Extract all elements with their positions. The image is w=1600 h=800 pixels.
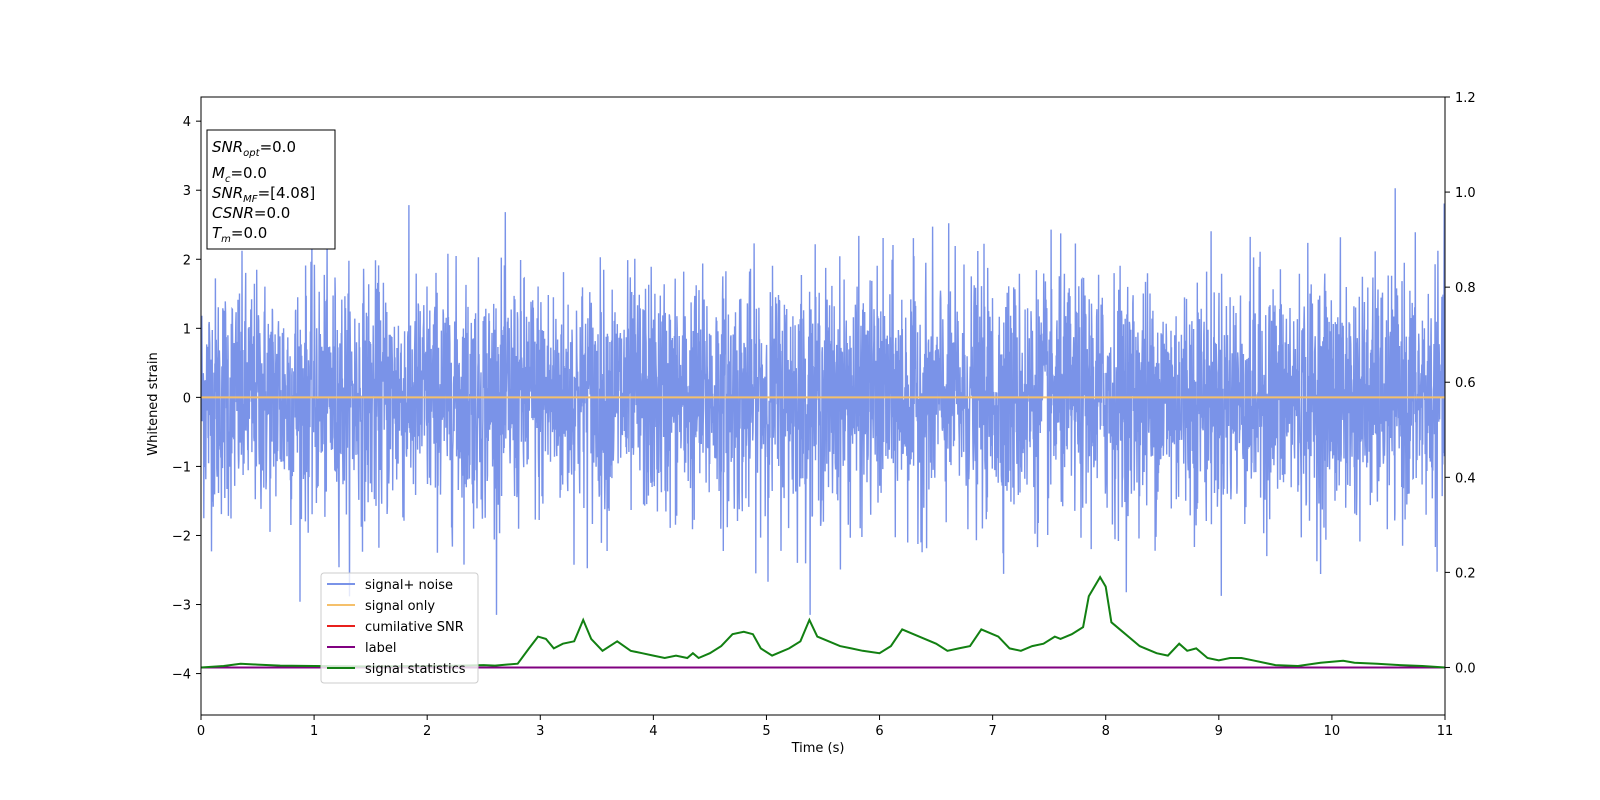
stats-mc: Mc=0.0 [212,164,267,185]
y2-tick-label: 0.4 [1455,471,1476,486]
stats-box: SNRopt=0.0 Mc=0.0 SNRMF=[4.08] CSNR=0.0 … [206,129,336,250]
x-tick-label: 2 [423,724,431,739]
legend-label-label: label [365,641,396,656]
y2-tick-label: 0.6 [1455,376,1476,391]
y-tick-label: −1 [172,460,191,475]
y-tick-label: 4 [183,115,191,130]
y2-tick-label: 0.0 [1455,661,1476,676]
y-tick-label: −2 [172,529,191,544]
x-tick-label: 11 [1437,724,1454,739]
x-tick-label: 4 [649,724,657,739]
x-tick-label: 8 [1102,724,1110,739]
legend-label-signal-only: signal only [365,599,435,614]
legend: signal+ noise signal only cumilative SNR… [320,572,479,684]
y-tick-label: −3 [172,599,191,614]
x-tick-label: 9 [1215,724,1223,739]
stats-csnr: CSNR=0.0 [212,204,290,222]
x-tick-label: 3 [536,724,544,739]
y-tick-label: 0 [183,391,191,406]
y-axis-label: Whitened strain [146,352,161,455]
stats-snr-mf: SNRMF=[4.08] [212,184,315,205]
y2-tick-label: 1.0 [1455,186,1476,201]
x-tick-label: 7 [988,724,996,739]
y-tick-label: 3 [183,184,191,199]
y2-tick-label: 0.8 [1455,281,1476,296]
y2-tick-label: 1.2 [1455,91,1476,106]
y-tick-label: 1 [183,322,191,337]
legend-label-signal-noise: signal+ noise [365,578,453,593]
x-tick-label: 10 [1324,724,1341,739]
stats-tm: Tm=0.0 [212,224,267,245]
x-tick-label: 1 [310,724,318,739]
x-tick-label: 5 [762,724,770,739]
stats-snr-opt: SNRopt=0.0 [212,138,296,159]
y2-tick-label: 0.2 [1455,566,1476,581]
x-tick-label: 6 [875,724,883,739]
series-signal-statistics [201,575,1445,669]
axes-frame [200,96,1446,716]
legend-label-signal-statistics: signal statistics [365,662,466,677]
y-tick-label: −4 [172,668,191,683]
y-tick-label: 2 [183,253,191,268]
ticks: 0 1 2 3 4 5 6 7 8 9 10 1143210−1−2−3−41.21.00.80.60… [172,91,1476,739]
legend-label-cumilative-snr: cumilative SNR [365,620,464,635]
series-signal-noise [201,188,1445,615]
x-tick-label: 0 [197,724,205,739]
x-axis-label: Time (s) [791,741,845,756]
